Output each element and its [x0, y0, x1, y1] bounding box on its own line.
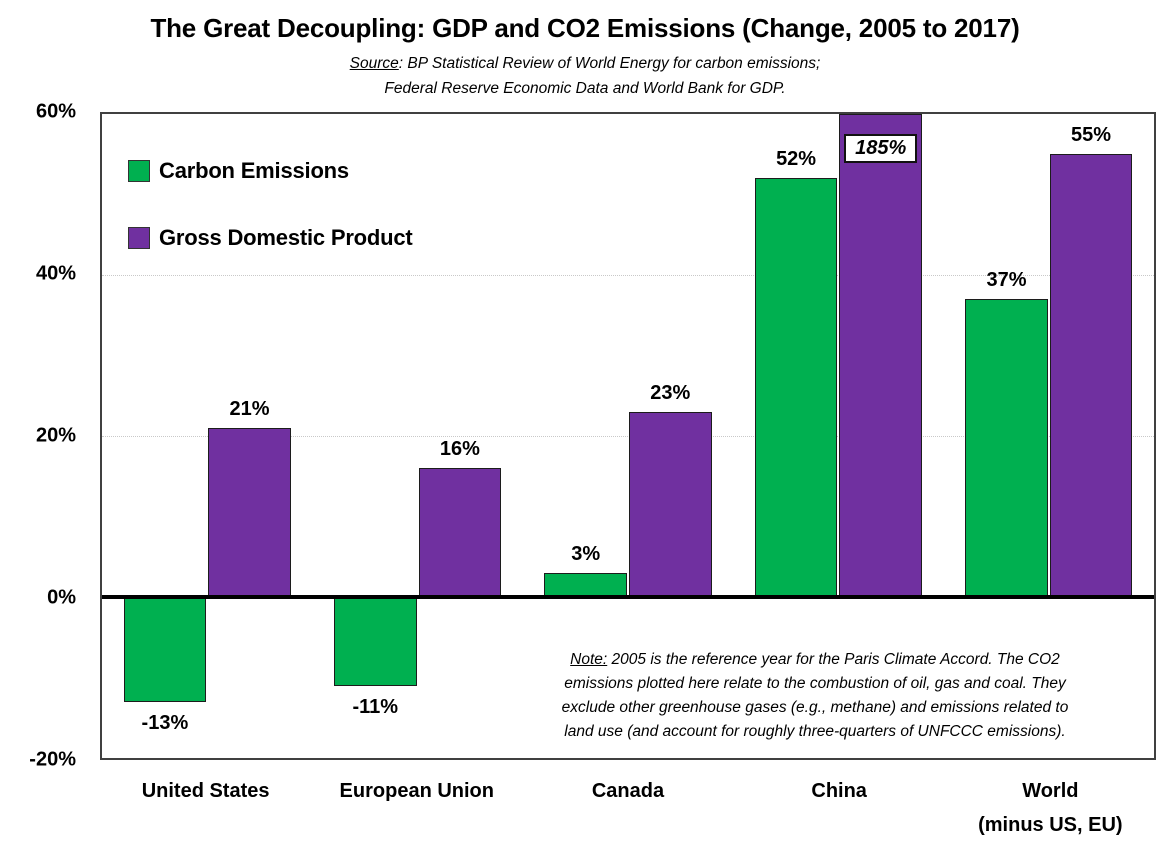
value-label-gross-domestic-product-china: 185% [839, 134, 921, 163]
x-label-european-union: European Union [339, 780, 494, 802]
bar-group-canada: 3% 23% [523, 114, 733, 758]
y-tick-40pct: 40% [35, 262, 76, 285]
bar-carbon-emissions-canada [544, 572, 627, 597]
bar-gross-domestic-product-canada [629, 411, 712, 597]
value-label-carbon-emissions-china: 52% [776, 148, 817, 171]
bar-gross-domestic-product-united-states [208, 427, 291, 597]
bar-gross-domestic-product-world [1049, 154, 1133, 597]
footnote-label: Note: [570, 651, 608, 668]
source-line-2: Federal Reserve Economic Data and World … [384, 80, 786, 97]
legend-swatch-carbon-emissions [128, 160, 150, 182]
value-label-carbon-emissions-canada: 3% [571, 542, 601, 565]
x-label-united-states: United States [141, 780, 270, 802]
value-label-gross-domestic-product-world: 55% [1071, 124, 1112, 147]
bar-group-china: 52% 185% [733, 114, 943, 758]
x-label-world: World (minus US, EU) [978, 780, 1123, 836]
x-label-canada: Canada [591, 780, 665, 802]
bar-carbon-emissions-united-states [123, 597, 207, 702]
footnote-line-3: exclude other greenhouse gases (e.g., me… [561, 699, 1069, 716]
y-axis-labels: 60% 40% 20% 0% -20% [0, 101, 76, 771]
legend-item-carbon-emissions: Carbon Emissions [128, 158, 413, 184]
value-label-box: 185% [844, 134, 918, 163]
value-label-carbon-emissions-european-union: -11% [352, 695, 399, 718]
plot-area: Carbon Emissions Gross Domestic Product -… [100, 112, 1156, 760]
y-tick-60pct: 60% [35, 100, 76, 123]
bar-group-united-states: -13% 21% [102, 114, 312, 758]
footnote-line-2: emissions plotted here relate to the com… [564, 675, 1066, 692]
footnote-text: 2005 is the reference year for the Paris… [607, 651, 1060, 668]
source-text: : BP Statistical Review of World Energy … [398, 55, 821, 72]
bar-gross-domestic-product-european-union [418, 468, 502, 597]
legend-label-carbon-emissions: Carbon Emissions [159, 158, 349, 183]
legend-swatch-gross-domestic-product [128, 227, 150, 249]
legend: Carbon Emissions Gross Domestic Product [128, 158, 413, 251]
gridline-40 [102, 275, 1154, 276]
value-label-gross-domestic-product-canada: 23% [650, 381, 691, 404]
chart-title: The Great Decoupling: GDP and CO2 Emissi… [150, 13, 1020, 43]
footnote: Note: 2005 is the reference year for the… [487, 648, 1143, 744]
value-label-carbon-emissions-world: 37% [986, 269, 1027, 292]
bar-carbon-emissions-european-union [334, 597, 417, 686]
source-label: Source [349, 55, 399, 72]
value-label-gross-domestic-product-european-union: 16% [439, 438, 480, 461]
bar-gross-domestic-product-china [839, 114, 922, 597]
zero-axis-line [102, 595, 1154, 599]
bar-carbon-emissions-china [754, 178, 838, 597]
value-label-gross-domestic-product-united-states: 21% [229, 397, 270, 420]
source-line-1: Source: BP Statistical Review of World E… [0, 51, 1170, 76]
x-label-china: China [811, 780, 867, 802]
y-tick-20pct: 20% [35, 424, 76, 447]
footnote-line-1: Note: 2005 is the reference year for the… [487, 648, 1143, 672]
y-tick-0pct: 0% [47, 586, 76, 609]
footnote-line-4: land use (and account for roughly three-… [564, 723, 1066, 740]
legend-label-gross-domestic-product: Gross Domestic Product [159, 225, 413, 250]
bar-group-european-union: -11% 16% [312, 114, 522, 758]
x-axis-labels: United States European Union Canada China Wo… [100, 774, 1156, 842]
y-tick-neg-20pct: -20% [29, 748, 76, 771]
source-note: Source: BP Statistical Review of World E… [0, 51, 1170, 101]
gridline-20 [102, 436, 1154, 437]
bar-carbon-emissions-world [965, 299, 1048, 597]
bar-group-world: 37% 55% [944, 114, 1154, 758]
legend-item-gross-domestic-product: Gross Domestic Product [128, 225, 413, 251]
value-label-carbon-emissions-united-states: -13% [141, 711, 189, 734]
